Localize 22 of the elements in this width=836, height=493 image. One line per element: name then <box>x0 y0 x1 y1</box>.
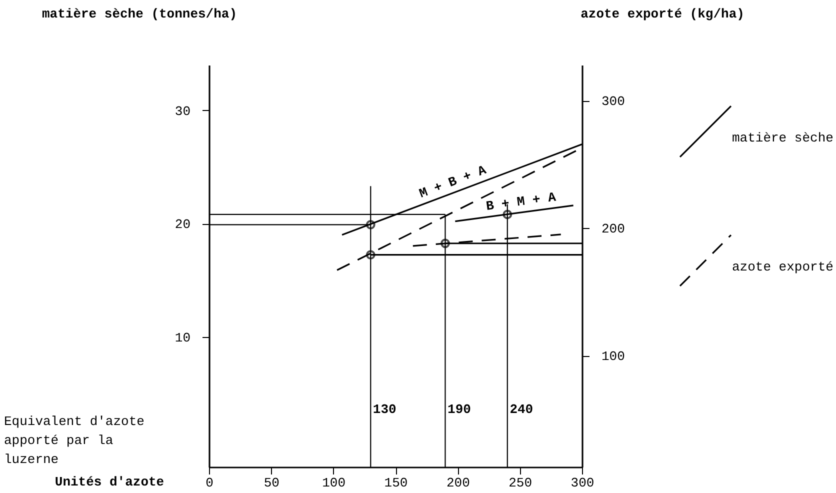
x-axis-title: Unités d'azote <box>54 474 164 490</box>
annotation: 190 <box>448 402 472 418</box>
x-tick-label: 0 <box>206 476 214 490</box>
y-axis-title: matière sèche (tonnes/ha) <box>42 6 238 22</box>
y-tick-label: 30 <box>174 104 190 119</box>
x-tick-label: 200 <box>446 476 470 490</box>
x-tick-label: 250 <box>508 476 532 490</box>
y-tick-label: 20 <box>174 217 190 232</box>
x-tick-label: 300 <box>570 476 594 490</box>
y2-tick-label: 200 <box>602 222 625 237</box>
x-tick-label: 50 <box>264 476 280 490</box>
y2-axis-title: azote exporté (kg/ha) <box>580 6 744 22</box>
text: matière sèche <box>732 130 834 146</box>
x-tick-label: 100 <box>322 476 346 490</box>
text: azote exporté <box>732 260 834 274</box>
annotation: 130 <box>372 402 397 418</box>
annotation: 240 <box>510 402 534 418</box>
x-tick-label: 150 <box>384 476 408 490</box>
y2-tick-label: 300 <box>602 94 625 110</box>
y-tick-label: 10 <box>174 330 190 346</box>
y2-tick-label: 100 <box>602 349 625 364</box>
text: Equivalent d'azote apporté par la luzerne <box>4 414 144 467</box>
